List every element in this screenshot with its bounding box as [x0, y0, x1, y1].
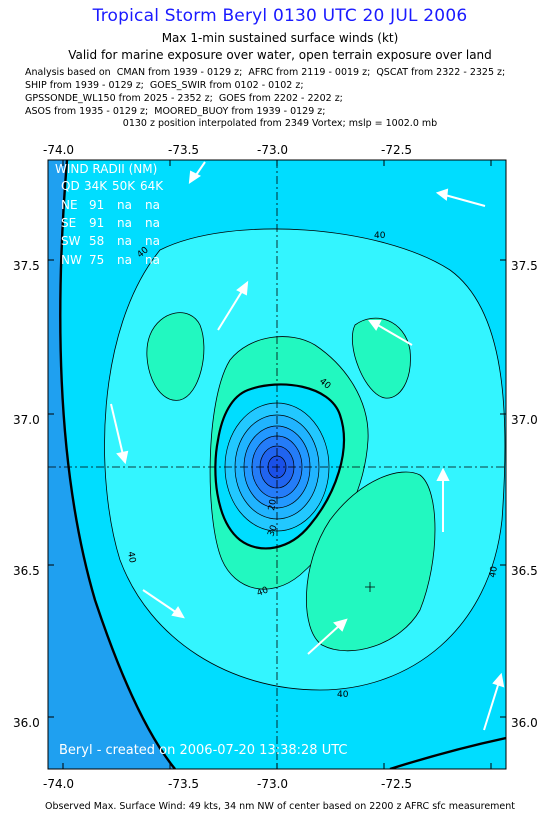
wind-radii-cell: na	[117, 198, 132, 212]
longitude-label: -73.0	[257, 143, 288, 157]
wind-radii-cell: SE	[61, 216, 76, 230]
latitude-label: 36.5	[511, 564, 538, 578]
longitude-label: -73.5	[168, 777, 199, 791]
wind-arrow	[436, 467, 450, 532]
wind-arrow	[217, 280, 249, 331]
chart-title: Tropical Storm Beryl 0130 UTC 20 JUL 200…	[92, 6, 468, 26]
wind-arrow	[435, 188, 486, 207]
analysis-line: ASOS from 1935 - 0129 z; MOORED_BUOY fro…	[25, 106, 326, 117]
wind-analysis-map: 40 40 40 40 40 40 40 20 30 WIND RADII (N…	[13, 143, 538, 791]
wind-radii-header-cell: 64K	[140, 179, 164, 193]
wind-radii-header-cell: 34K	[84, 179, 108, 193]
longitude-label: -72.5	[381, 143, 412, 157]
wind-radii-cell: 75	[89, 253, 104, 267]
wind-arrow	[483, 672, 505, 731]
longitude-label: -72.5	[381, 777, 412, 791]
thick-boundary-west	[59, 160, 176, 769]
right-latitude-labels: 37.5 37.0 36.5 36.0	[511, 259, 538, 730]
contour-label: 40	[125, 551, 137, 564]
contour-label: 20	[267, 498, 279, 511]
green-zone-northwest	[146, 312, 205, 401]
longitude-label: -73.5	[168, 143, 199, 157]
wind-radii-title: WIND RADII (NM)	[55, 162, 157, 176]
latitude-label: 37.0	[13, 413, 40, 427]
wind-radii-table: WIND RADII (NM) QD 34K 50K 64K NE 91 na …	[55, 162, 164, 267]
creation-credit: Beryl - created on 2006-07-20 13:38:28 U…	[59, 743, 347, 758]
wind-radii-cell: 91	[89, 216, 104, 230]
wind-arrow	[110, 403, 129, 465]
position-note: 0130 z position interpolated from 2349 V…	[122, 118, 438, 129]
wind-radii-cell: NE	[61, 198, 78, 212]
max-wind-marker	[365, 582, 375, 592]
wind-radii-cell: 91	[89, 198, 104, 212]
wind-radii-header-cell: QD	[61, 179, 80, 193]
contour-label: 40	[488, 565, 500, 578]
chart-subtitle: Max 1-min sustained surface winds (kt)	[161, 31, 399, 45]
green-zone-southeast	[305, 471, 436, 652]
observed-max-wind-note: Observed Max. Surface Wind: 49 kts, 34 n…	[44, 801, 516, 812]
wind-radii-header-cell: 50K	[112, 179, 136, 193]
contour-label: 40	[256, 585, 270, 598]
wind-arrow	[142, 589, 185, 619]
analysis-line: GPSSONDE_WL150 from 2025 - 2352 z; GOES …	[25, 93, 343, 104]
wind-arrows	[110, 161, 505, 731]
wind-radii-cell: na	[145, 253, 160, 267]
wind-radii-cell: NW	[61, 253, 82, 267]
latitude-label: 37.5	[511, 259, 538, 273]
wind-arrow	[188, 161, 206, 185]
latitude-label: 37.5	[13, 259, 40, 273]
wind-radii-cell: na	[145, 234, 160, 248]
wind-radii-row: SW 58 na na	[61, 234, 160, 248]
wind-radii-cell: SW	[61, 234, 81, 248]
tick-marks	[48, 160, 506, 769]
wind-arrow	[368, 320, 413, 346]
green-zone-northeast	[351, 317, 411, 399]
left-latitude-labels: 37.5 37.0 36.5 36.0	[13, 259, 40, 730]
wind-radii-cell: 58	[89, 234, 104, 248]
analysis-line: SHIP from 1939 - 0129 z; GOES_SWIR from …	[25, 80, 304, 91]
wind-arrow	[307, 618, 348, 655]
longitude-label: -73.0	[257, 777, 288, 791]
thick-boundary-southeast	[389, 736, 506, 769]
wind-radii-row: NW 75 na na	[61, 253, 160, 267]
longitude-label: -74.0	[43, 143, 74, 157]
analysis-line: Analysis based on CMAN from 1939 - 0129 …	[25, 67, 506, 78]
longitude-label: -74.0	[43, 777, 74, 791]
wind-radii-cell: na	[145, 216, 160, 230]
wind-radii-row: NE 91 na na	[61, 198, 160, 212]
latitude-label: 36.0	[511, 716, 538, 730]
analysis-sources: Analysis based on CMAN from 1939 - 0129 …	[25, 66, 505, 118]
wind-radii-header: QD 34K 50K 64K	[61, 179, 164, 193]
validity-note: Valid for marine exposure over water, op…	[68, 48, 492, 62]
contour-label: 40	[374, 231, 386, 241]
wind-radii-cell: na	[117, 216, 132, 230]
wind-radii-cell: na	[145, 198, 160, 212]
latitude-label: 37.0	[511, 413, 538, 427]
latitude-label: 36.0	[13, 716, 40, 730]
bottom-longitude-labels: -74.0 -73.5 -73.0 -72.5	[43, 777, 412, 791]
wind-radii-cell: na	[117, 234, 132, 248]
latitude-label: 36.5	[13, 564, 40, 578]
wind-radii-row: SE 91 na na	[61, 216, 160, 230]
contour-label: 40	[337, 690, 349, 700]
contour-label: 30	[266, 524, 279, 538]
wind-radii-cell: na	[117, 253, 132, 267]
wind-field: 40 40 40 40 40 40 40 20 30 WIND RADII (N…	[48, 160, 506, 769]
contour-labels: 40 40 40 40 40 40 40 20 30	[125, 231, 500, 700]
top-longitude-labels: -74.0 -73.5 -73.0 -72.5	[43, 143, 412, 157]
